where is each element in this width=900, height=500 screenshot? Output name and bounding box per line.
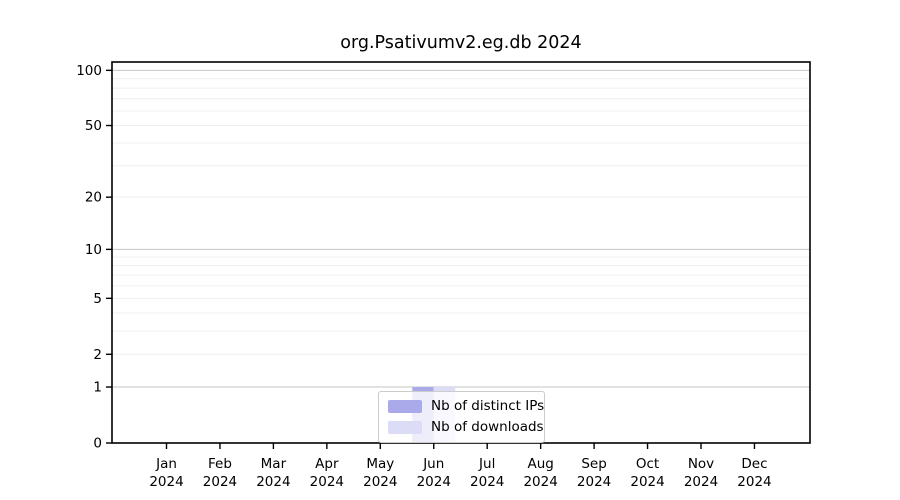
legend-swatch-distinct-ips bbox=[388, 400, 422, 413]
legend-item-distinct-ips: Nb of distinct IPs bbox=[388, 397, 544, 416]
x-tick-label-month: Nov bbox=[688, 456, 714, 472]
x-tick-label-month: May bbox=[366, 456, 394, 472]
x-tick-label-year: 2024 bbox=[149, 474, 183, 490]
legend-label-downloads: Nb of downloads bbox=[431, 419, 544, 435]
legend: Nb of distinct IPs Nb of downloads bbox=[378, 391, 545, 443]
y-tick-label: 5 bbox=[93, 291, 102, 307]
x-tick-label-year: 2024 bbox=[630, 474, 664, 490]
x-tick-label-year: 2024 bbox=[310, 474, 344, 490]
chart-title: org.Psativumv2.eg.db 2024 bbox=[340, 33, 582, 53]
x-tick-label-month: Feb bbox=[208, 456, 232, 472]
axes-frame bbox=[111, 61, 811, 444]
x-tick-label-month: Jun bbox=[422, 456, 444, 472]
x-tick-label-year: 2024 bbox=[737, 474, 771, 490]
x-tick-label-month: Jan bbox=[155, 456, 177, 472]
y-tick-label: 2 bbox=[93, 347, 102, 363]
x-tick-label-month: Sep bbox=[581, 456, 606, 472]
x-tick-label-year: 2024 bbox=[523, 474, 557, 490]
x-tick-label-month: Aug bbox=[527, 456, 553, 472]
x-tick-label-year: 2024 bbox=[684, 474, 718, 490]
x-tick-label-month: Dec bbox=[741, 456, 767, 472]
legend-label-distinct-ips: Nb of distinct IPs bbox=[431, 398, 545, 414]
x-tick-label-month: Apr bbox=[315, 456, 339, 472]
legend-swatch-downloads bbox=[388, 421, 422, 434]
x-tick-label-year: 2024 bbox=[470, 474, 504, 490]
y-tick-label: 100 bbox=[76, 63, 102, 79]
x-tick-label-year: 2024 bbox=[256, 474, 290, 490]
x-tick-label-month: Jul bbox=[478, 456, 495, 472]
x-tick-label-year: 2024 bbox=[417, 474, 451, 490]
y-tick-label: 0 bbox=[93, 436, 102, 452]
y-tick-label: 10 bbox=[85, 242, 102, 258]
legend-item-downloads: Nb of downloads bbox=[388, 418, 544, 437]
x-tick-label-year: 2024 bbox=[363, 474, 397, 490]
y-tick-label: 1 bbox=[93, 380, 102, 396]
x-tick-label-year: 2024 bbox=[577, 474, 611, 490]
x-tick-label-month: Oct bbox=[636, 456, 659, 472]
x-tick-label-month: Mar bbox=[261, 456, 287, 472]
x-tick-label-year: 2024 bbox=[203, 474, 237, 490]
y-tick-label: 20 bbox=[85, 190, 102, 206]
y-tick-label: 50 bbox=[85, 118, 102, 134]
